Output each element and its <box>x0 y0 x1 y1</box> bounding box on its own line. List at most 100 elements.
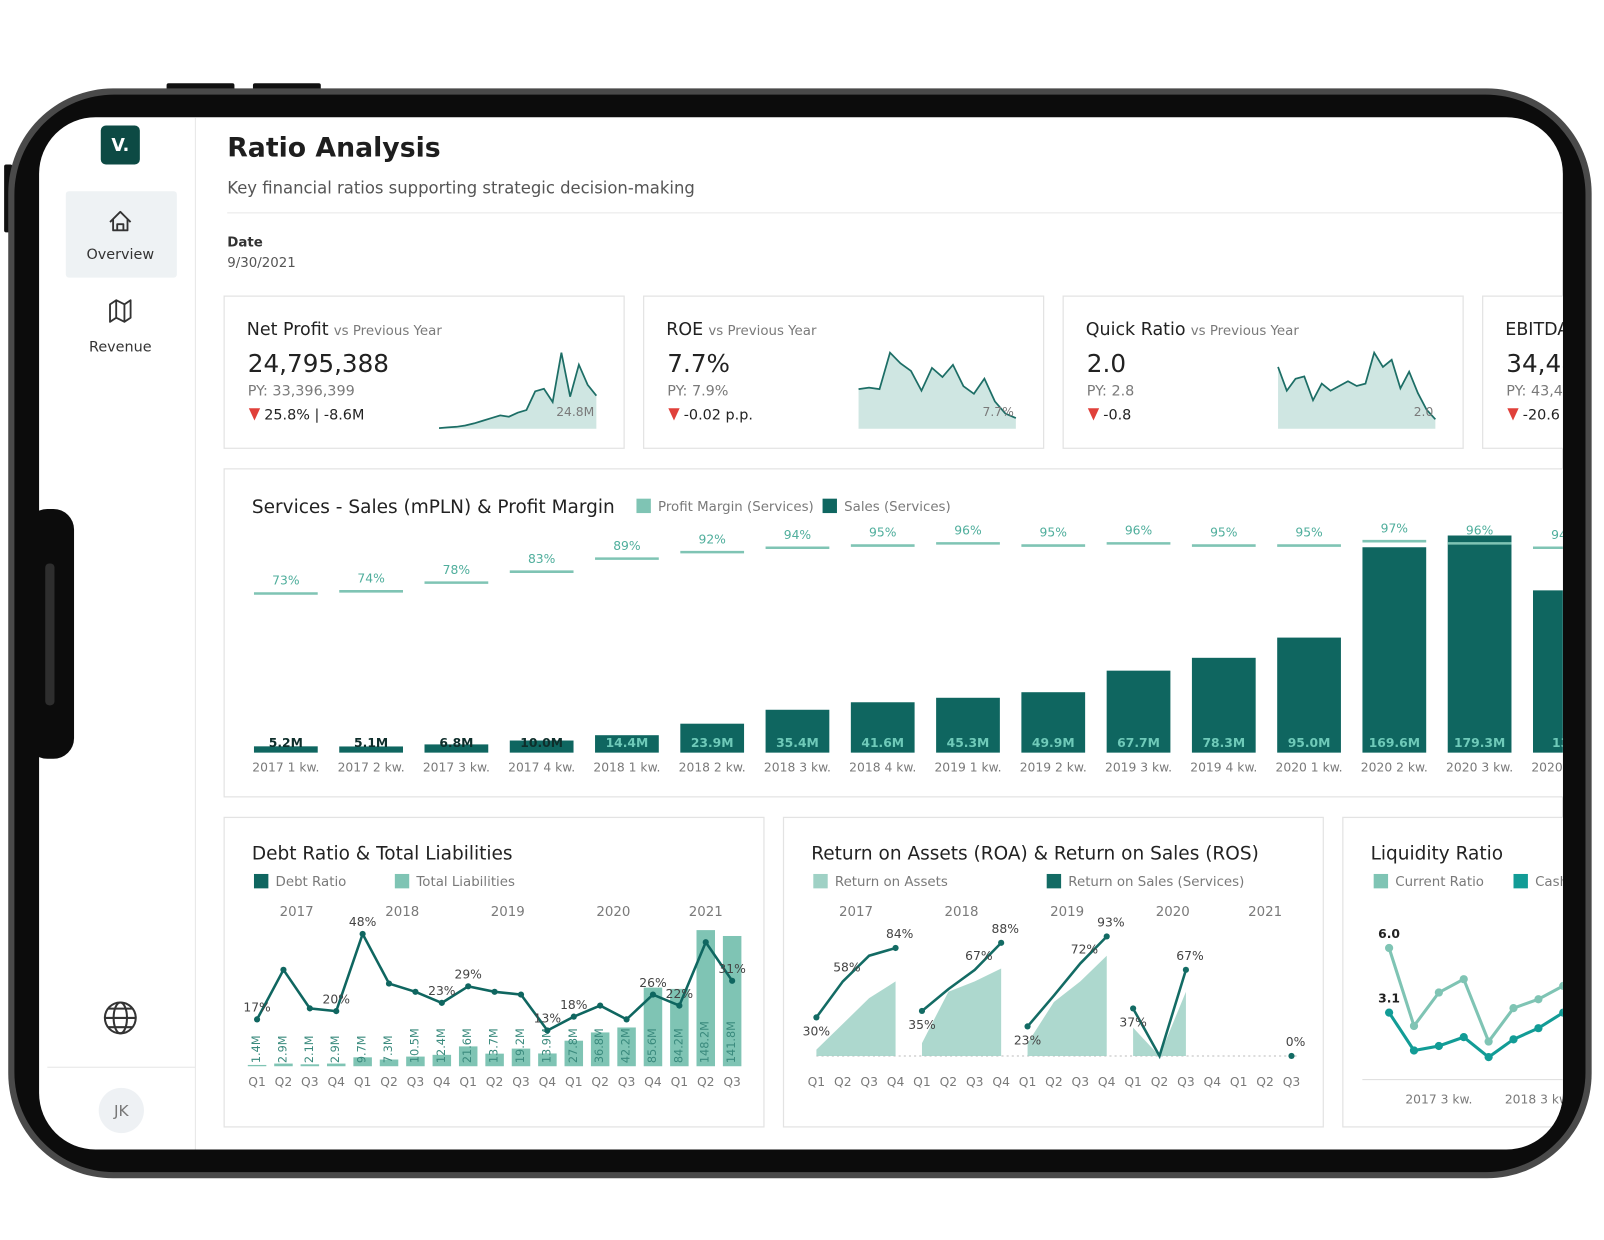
change-arrow <box>668 408 680 421</box>
point <box>570 1013 577 1020</box>
data-label: 29% <box>455 968 483 982</box>
x-tick-label: Q2 <box>1045 1075 1063 1089</box>
nav-item[interactable]: Revenue <box>89 299 152 356</box>
camera-slot <box>45 563 55 706</box>
sparkline-end-label: 24.8M <box>556 405 594 419</box>
data-label: 84% <box>886 927 914 941</box>
kpi-change: 25.8% | -8.6M <box>264 407 364 423</box>
point <box>918 1007 926 1015</box>
sparkline <box>438 352 598 430</box>
data-label: 95% <box>869 526 897 540</box>
x-tick-label: Q3 <box>407 1075 425 1089</box>
legend-swatch <box>1373 873 1389 889</box>
chart-title: Return on Assets (ROA) & Return on Sales… <box>811 843 1259 864</box>
data-label: 30% <box>803 1024 831 1038</box>
data-label: 179.3M <box>1454 736 1505 750</box>
point <box>649 991 657 998</box>
globe-icon[interactable] <box>103 1001 137 1035</box>
point <box>1384 943 1394 953</box>
sparkline-area <box>858 352 1016 429</box>
point <box>1559 1008 1563 1017</box>
nav-item[interactable]: Overview <box>65 191 177 278</box>
x-tick-label: Q4 <box>539 1075 557 1089</box>
filter-value[interactable]: 9/30/2021 <box>227 256 296 271</box>
legend-swatch <box>394 873 410 889</box>
point <box>676 1002 683 1009</box>
year-label: 2021 <box>689 905 723 920</box>
x-tick-label: Q3 <box>1072 1075 1090 1089</box>
data-label: 95% <box>1295 526 1323 540</box>
point <box>1534 1024 1543 1033</box>
chart-title: Liquidity Ratio <box>1371 843 1504 864</box>
legend-swatch <box>813 873 828 889</box>
bar <box>509 740 574 753</box>
nav-label[interactable]: Overview <box>86 247 154 263</box>
x-tick-label: Q4 <box>644 1075 662 1089</box>
bar <box>339 746 403 753</box>
area <box>816 981 896 1056</box>
avatar-initials: JK <box>113 1102 130 1120</box>
data-label: 96% <box>1466 524 1494 538</box>
x-tick-label: 2020 2 kw. <box>1361 761 1428 775</box>
kpi-title: Quick Ratio <box>1086 320 1186 340</box>
x-tick-label: 2017 3 kw. <box>423 761 490 775</box>
x-tick-label: Q2 <box>834 1075 852 1089</box>
legend-label: Return on Sales (Services) <box>1068 875 1244 890</box>
data-label: 35.4M <box>776 736 819 750</box>
page-title: Ratio Analysis <box>227 133 440 164</box>
bar-label: 9.7M <box>356 1035 369 1063</box>
bar <box>1021 692 1086 753</box>
data-label: 74% <box>357 571 385 585</box>
bar <box>1532 590 1563 753</box>
data-label: 3.1 <box>1378 992 1400 1006</box>
point <box>1103 933 1110 940</box>
point <box>280 966 287 973</box>
bar <box>274 1063 293 1067</box>
bar <box>1106 670 1171 753</box>
year-label: 2020 <box>1156 905 1190 920</box>
card <box>223 816 765 1128</box>
data-label: 14.4M <box>606 736 649 750</box>
data-label: 95% <box>1040 526 1068 540</box>
bar-label: 7.3M <box>382 1035 395 1063</box>
bar <box>1362 547 1427 753</box>
data-label: 96% <box>1125 524 1153 538</box>
data-label: 96% <box>954 524 982 538</box>
x-tick-label: 2019 3 kw. <box>1105 761 1172 775</box>
card <box>1342 816 1563 1128</box>
data-label: 94% <box>1551 528 1579 542</box>
avatar[interactable] <box>98 1087 144 1134</box>
data-label: 31% <box>718 962 746 976</box>
legend-swatch <box>1046 873 1062 889</box>
data-label: 0% <box>1286 1035 1306 1049</box>
data-label: 169.6M <box>1369 736 1420 750</box>
change-arrow <box>1507 408 1519 421</box>
data-label: 35% <box>908 1018 936 1032</box>
x-tick-label: Q3 <box>1177 1075 1195 1089</box>
x-tick-label: 2018 2 kw. <box>679 761 746 775</box>
x-tick-label: 2017 4 kw. <box>508 761 575 775</box>
bar <box>326 1063 346 1067</box>
x-tick-label: Q1 <box>671 1075 689 1089</box>
data-label: 17% <box>243 1001 271 1015</box>
bar-label: 42.2M <box>620 1028 633 1063</box>
x-tick-label: 2019 4 kw. <box>1190 761 1257 775</box>
point <box>1434 1041 1443 1051</box>
data-label: 5.2M <box>269 736 303 750</box>
x-tick-label: Q2 <box>940 1075 958 1089</box>
nav-label[interactable]: Revenue <box>89 340 152 356</box>
point <box>1484 1053 1493 1062</box>
x-tick-label: Q3 <box>966 1075 984 1089</box>
bar <box>850 702 915 753</box>
chart-title: Services - Sales (mPLN) & Profit Margin <box>252 497 615 518</box>
x-tick-label: Q4 <box>327 1075 345 1089</box>
point <box>623 1016 630 1023</box>
legend-label: Current Ratio <box>1395 875 1484 890</box>
x-tick-label: Q2 <box>275 1075 293 1089</box>
point <box>1484 1037 1493 1046</box>
data-label: 97% <box>1381 521 1409 535</box>
x-tick-label: 2017 3 kw. <box>1405 1093 1472 1107</box>
bar <box>511 1048 531 1067</box>
bar <box>680 723 745 753</box>
x-tick-label: Q2 <box>486 1075 504 1089</box>
